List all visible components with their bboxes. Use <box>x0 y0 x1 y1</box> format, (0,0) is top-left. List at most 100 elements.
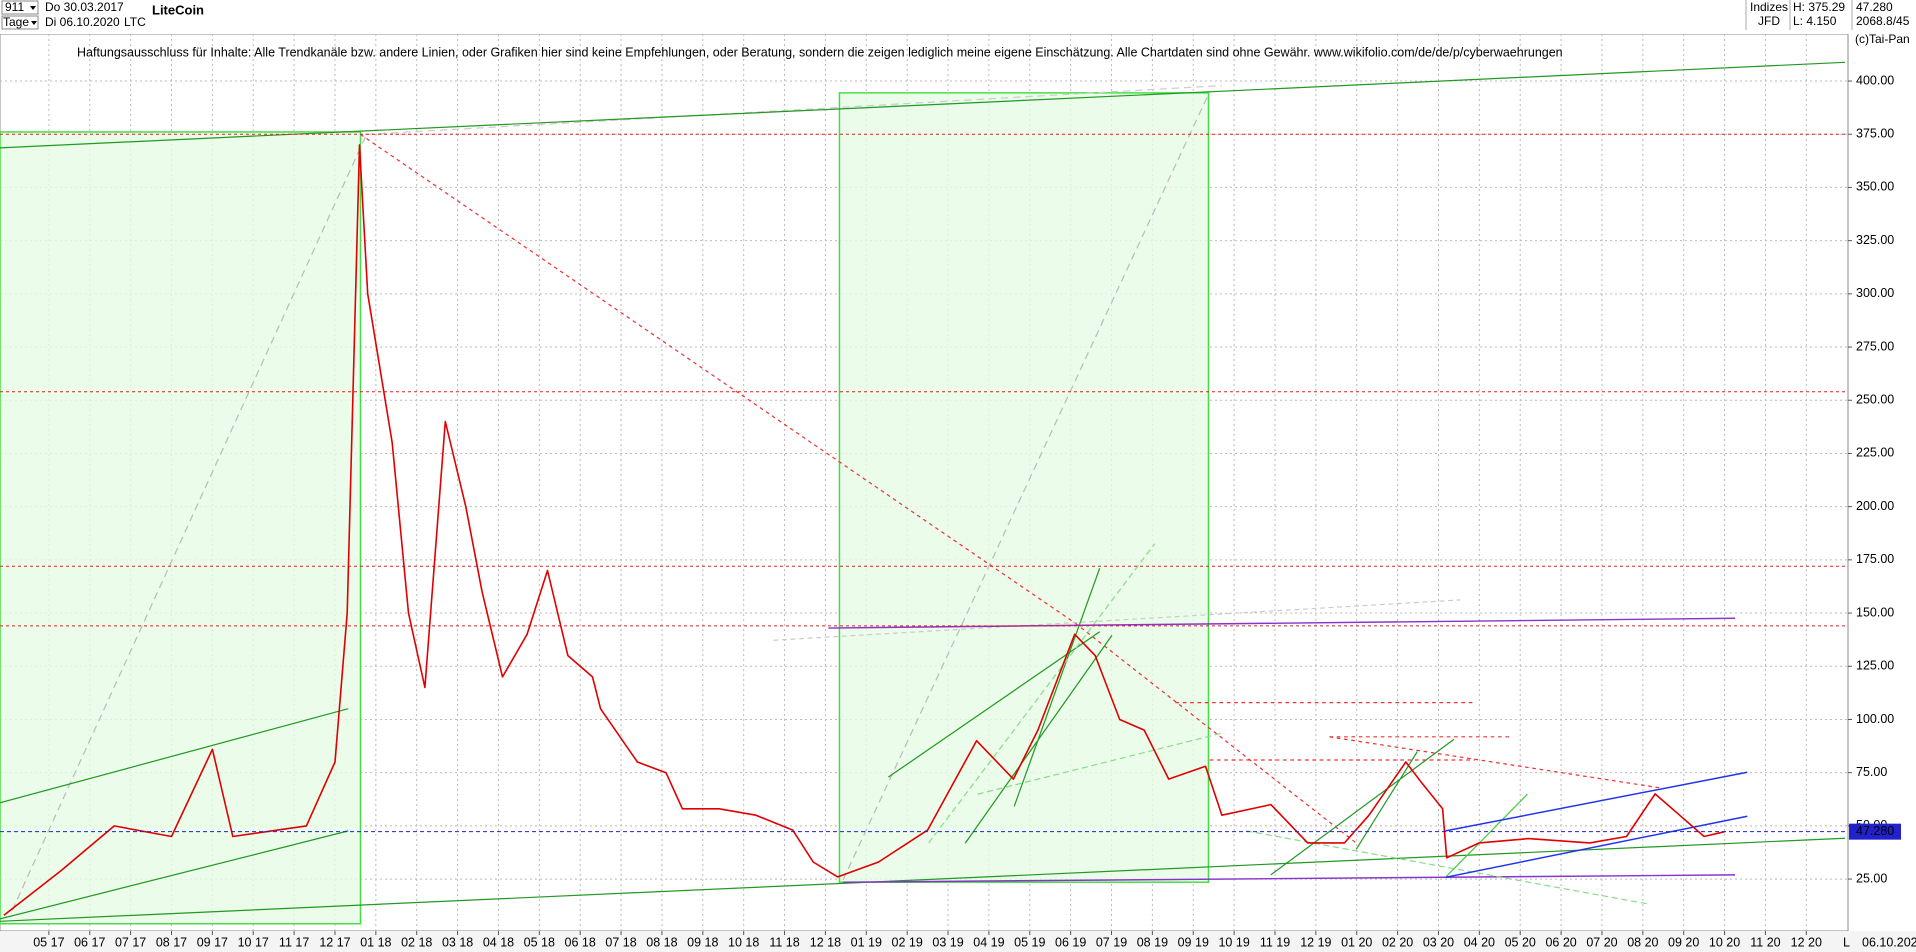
y-tick-label: 400.00 <box>1856 73 1894 87</box>
y-tick-label: 175.00 <box>1856 552 1894 566</box>
disclaimer: Haftungsausschluss für Inhalte: Alle Tre… <box>77 45 1563 59</box>
x-tick-label: 10 17 <box>238 935 269 949</box>
x-tick-label: 12 18 <box>810 935 841 949</box>
title: LiteCoin <box>152 2 204 17</box>
guide-line <box>366 84 1222 136</box>
x-tick-label: 11 18 <box>769 935 799 949</box>
y-tick-label: 275.00 <box>1856 339 1894 353</box>
header-bar <box>0 0 1916 34</box>
trend-line <box>828 617 1736 629</box>
trend-line <box>1074 622 1357 844</box>
zone-rect <box>838 92 1210 883</box>
source: JFD <box>1758 14 1780 28</box>
from-date: Do 30.03.2017 <box>45 0 124 14</box>
x-tick-label: 12 17 <box>319 935 350 949</box>
dropdown-icon <box>30 6 36 10</box>
x-tick-label: 09 18 <box>687 935 718 949</box>
x-tick-label: 10 18 <box>728 935 759 949</box>
x-tick-label: 05 19 <box>1014 935 1045 949</box>
x-tick-label: 08 19 <box>1137 935 1168 949</box>
y-tick-label: 250.00 <box>1856 393 1894 407</box>
x-tick-label: 03 20 <box>1423 935 1454 949</box>
end-date: 06.10.2020 <box>1862 935 1916 949</box>
symbol: LTC <box>124 15 146 29</box>
x-tick-label: 06 18 <box>565 935 596 949</box>
trend-line <box>0 830 349 920</box>
x-tick-label: 07 18 <box>605 935 636 949</box>
y-tick-label: 125.00 <box>1856 659 1894 673</box>
guide-line <box>11 134 368 911</box>
y-tick-label: 300.00 <box>1856 286 1894 300</box>
copyright: (c)Tai-Pan <box>1855 32 1910 46</box>
y-tick-label: 75.00 <box>1856 765 1887 779</box>
trend-line <box>360 133 1076 624</box>
x-tick-label: 10 19 <box>1218 935 1249 949</box>
y-tick-label: 25.00 <box>1856 871 1887 885</box>
x-tick-label: 04 19 <box>973 935 1004 949</box>
y-tick-label: 200.00 <box>1856 499 1894 513</box>
x-tick-label: 06 17 <box>74 935 105 949</box>
trend-line <box>1445 815 1748 879</box>
x-tick-label: 11 17 <box>279 935 309 949</box>
trend-line <box>1270 738 1455 876</box>
trend-line <box>1445 793 1528 878</box>
period-box[interactable] <box>1 15 39 30</box>
y-tick-label: 325.00 <box>1856 233 1894 247</box>
x-tick-label: 05 17 <box>33 935 64 949</box>
x-tick-label: 06 19 <box>1055 935 1086 949</box>
trend-line <box>0 61 1846 149</box>
x-tick-label: 11 19 <box>1260 935 1290 949</box>
x-tick-label: 02 18 <box>401 935 432 949</box>
count: 911 <box>5 0 24 14</box>
x-tick-label: 02 19 <box>892 935 923 949</box>
x-tick-label: 07 20 <box>1586 935 1617 949</box>
y-tick-label: 350.00 <box>1856 180 1894 194</box>
group: Indizes <box>1750 0 1788 14</box>
grid <box>0 34 1848 931</box>
dropdown-icon <box>31 21 37 25</box>
trend-line <box>1329 736 1662 789</box>
y-tick-label: 150.00 <box>1856 605 1894 619</box>
trend-line <box>887 631 1101 778</box>
y-tick-label: 225.00 <box>1856 446 1894 460</box>
guide-line <box>773 599 1461 641</box>
trend-line <box>1445 771 1748 832</box>
x-tick-label: 05 20 <box>1505 935 1536 949</box>
x-tick-label: 01 20 <box>1341 935 1372 949</box>
last-price-box <box>1849 823 1901 840</box>
x-tick-label: 07 19 <box>1096 935 1127 949</box>
trend-line <box>1355 751 1418 850</box>
x-tick-label: 05 18 <box>524 935 555 949</box>
x-tick-label: 12 20 <box>1791 935 1822 949</box>
x-tick-label: 12 19 <box>1300 935 1331 949</box>
y-tick-label: 100.00 <box>1856 712 1894 726</box>
scale-mode: L <box>1843 935 1850 949</box>
x-tick-label: 01 18 <box>360 935 391 949</box>
price-line <box>3 144 1725 916</box>
x-tick-label: 02 20 <box>1382 935 1413 949</box>
guide-line <box>842 91 1211 881</box>
x-axis-bar <box>0 931 1916 952</box>
high: H: 375.29 <box>1793 0 1845 14</box>
x-tick-label: 11 20 <box>1750 935 1780 949</box>
x-tick-label: 10 20 <box>1709 935 1740 949</box>
x-tick-label: 09 20 <box>1668 935 1699 949</box>
info: 2068.8/45 <box>1856 14 1910 28</box>
x-tick-label: 09 17 <box>197 935 228 949</box>
trend-line <box>843 874 1736 883</box>
trend-line <box>977 732 1223 795</box>
x-tick-label: 03 18 <box>442 935 473 949</box>
x-tick-label: 08 20 <box>1627 935 1658 949</box>
count-box[interactable] <box>1 0 39 15</box>
x-tick-label: 01 19 <box>851 935 882 949</box>
x-tick-label: 07 17 <box>115 935 146 949</box>
last-price-label: 47.280 <box>1856 824 1894 838</box>
zone-rect <box>0 131 362 925</box>
x-tick-label: 09 19 <box>1178 935 1209 949</box>
x-tick-label: 04 20 <box>1464 935 1495 949</box>
to-date: Di 06.10.2020 <box>45 15 120 29</box>
trend-line <box>928 543 1156 844</box>
x-tick-label: 08 18 <box>646 935 677 949</box>
last-price: 47.280 <box>1856 0 1893 14</box>
